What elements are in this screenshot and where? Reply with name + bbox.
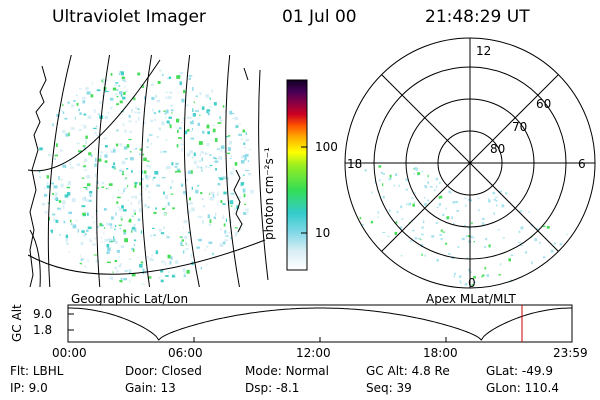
time-tick-0600: 06:00 bbox=[168, 346, 203, 360]
alt-tick-1-8: 1.8 bbox=[33, 323, 53, 337]
time-tick-1800: 18:00 bbox=[423, 346, 458, 360]
info-ip: IP: 9.0 bbox=[10, 381, 48, 395]
apex-panel-label: Apex MLat/MLT bbox=[426, 292, 516, 306]
mlt-label-18: 18 bbox=[347, 157, 363, 171]
lat-label-70: 70 bbox=[512, 120, 528, 134]
colorbar-unit-label: photon cm⁻²s⁻¹ bbox=[262, 147, 276, 240]
time-tick-0000: 00:00 bbox=[52, 346, 87, 360]
emission-speckles bbox=[38, 69, 255, 285]
coastline bbox=[29, 65, 249, 288]
colorbar-tick-10: 10 bbox=[315, 226, 331, 240]
info-mode: Mode: Normal bbox=[245, 364, 329, 378]
colorbar bbox=[286, 79, 308, 271]
altitude-plot bbox=[67, 304, 573, 343]
altitude-axis-label: GC Alt bbox=[10, 304, 24, 342]
info-glon: GLon: 110.4 bbox=[486, 381, 559, 395]
info-gc-alt: GC Alt: 4.8 Re bbox=[366, 364, 450, 378]
lat-label-60: 60 bbox=[536, 97, 552, 111]
geographic-image-panel bbox=[28, 55, 269, 288]
mlt-label-0: 0 bbox=[468, 276, 476, 290]
colorbar-tick-100: 100 bbox=[315, 140, 338, 154]
info-gain: Gain: 13 bbox=[125, 381, 176, 395]
altitude-curve bbox=[68, 307, 572, 341]
date-label: 01 Jul 00 bbox=[282, 7, 357, 27]
polar-emission-speckles bbox=[359, 165, 568, 288]
time-tick-2359: 23:59 bbox=[553, 346, 588, 360]
time-tick-1200: 12:00 bbox=[296, 346, 331, 360]
info-flt: Flt: LBHL bbox=[10, 364, 64, 378]
info-dsp: Dsp: -8.1 bbox=[245, 381, 300, 395]
geographic-panel-label: Geographic Lat/Lon bbox=[71, 292, 189, 306]
info-seq: Seq: 39 bbox=[366, 381, 412, 395]
time-label: 21:48:29 UT bbox=[425, 7, 530, 27]
mlt-label-6: 6 bbox=[578, 157, 586, 171]
info-door: Door: Closed bbox=[125, 364, 202, 378]
instrument-title: Ultraviolet Imager bbox=[52, 7, 206, 27]
polar-mlat-mlt-plot bbox=[344, 37, 596, 289]
alt-tick-9: 9.0 bbox=[33, 307, 53, 321]
lat-label-80: 80 bbox=[490, 142, 506, 156]
mlt-label-12: 12 bbox=[476, 44, 492, 58]
geographic-grid bbox=[28, 55, 269, 287]
info-glat: GLat: -49.9 bbox=[486, 364, 553, 378]
